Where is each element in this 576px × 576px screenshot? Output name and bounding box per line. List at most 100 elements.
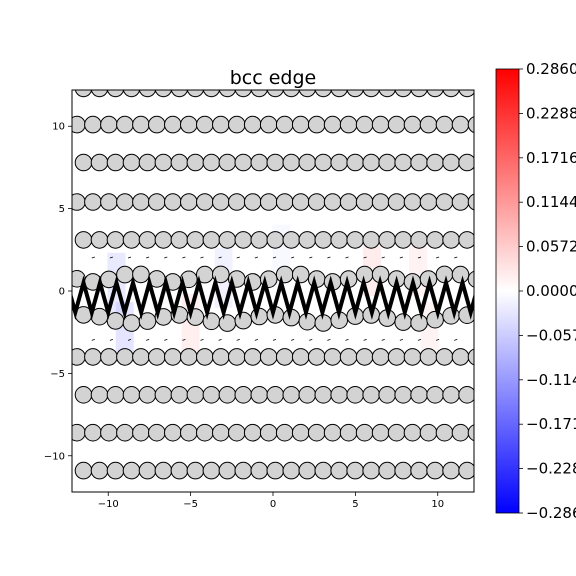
colorbar-tick-label: −0.2860: [526, 504, 576, 522]
displacement-mark: [435, 339, 440, 341]
atom: [154, 90, 173, 98]
atom: [116, 193, 134, 211]
atom: [378, 386, 397, 404]
atom: [410, 231, 428, 249]
atom: [90, 461, 109, 480]
atom: [307, 423, 326, 442]
atom: [266, 461, 285, 480]
atom: [291, 115, 310, 134]
atom: [250, 386, 269, 404]
atom: [180, 423, 198, 442]
displacement-mark: [345, 339, 349, 341]
atom: [442, 90, 460, 98]
atom: [346, 386, 365, 404]
displacement-mark: [309, 339, 313, 341]
atom: [148, 193, 166, 211]
atom: [419, 193, 438, 211]
x-axis-ticks: −10 −5 0 5 10: [98, 492, 444, 510]
displacement-mark: [272, 256, 277, 259]
atom: [346, 231, 365, 249]
atom: [122, 314, 141, 332]
atom: [250, 461, 269, 480]
atom: [475, 462, 492, 479]
atom: [330, 153, 349, 172]
atom: [100, 115, 118, 134]
atom: [355, 423, 374, 442]
atom: [403, 193, 422, 211]
colorbar-ticks: 0.2860 0.2288 0.1716 0.1144 0.0572 0.0000 −0.0…: [519, 60, 576, 522]
atom: [180, 193, 198, 211]
atom: [387, 115, 406, 134]
atom: [458, 231, 474, 249]
atom: [458, 153, 474, 172]
atom: [362, 153, 381, 172]
atom: [106, 312, 125, 330]
atom: [148, 348, 166, 366]
atom: [74, 461, 93, 480]
colorbar: [495, 68, 520, 514]
colorbar-tick-label: −0.0572: [526, 326, 576, 344]
displacement-mark: [164, 339, 168, 341]
atom: [84, 348, 102, 366]
atom-layer: [72, 90, 492, 480]
atom: [330, 231, 349, 249]
atom: [122, 90, 141, 98]
displacement-mark: [91, 339, 95, 341]
atom: [243, 193, 262, 211]
displacement-mark: [182, 339, 186, 341]
displacement-mark: [327, 256, 331, 259]
atom: [234, 386, 253, 404]
atom: [116, 265, 134, 284]
atom: [451, 193, 470, 211]
atom: [442, 231, 460, 249]
atom: [228, 348, 246, 366]
atom: [259, 115, 278, 134]
atom: [371, 348, 390, 366]
atom: [154, 153, 173, 172]
atom: [100, 193, 118, 211]
atom: [202, 153, 221, 172]
atom: [298, 312, 317, 331]
atom: [138, 153, 157, 172]
atom: [346, 461, 365, 480]
atom: [218, 153, 237, 172]
displacement-mark: [417, 256, 422, 259]
displacement-mark: [200, 256, 204, 259]
atom: [339, 348, 358, 366]
atom: [212, 348, 230, 366]
atom: [170, 153, 189, 172]
displacement-mark: [236, 339, 240, 341]
atom: [371, 193, 390, 211]
atom: [186, 231, 205, 249]
displacement-mark: [272, 339, 277, 341]
atom: [164, 115, 182, 134]
atom: [314, 231, 333, 249]
atom: [218, 386, 237, 404]
atom: [419, 423, 438, 442]
displacement-mark: [381, 339, 385, 341]
atom: [266, 90, 284, 98]
atom: [90, 153, 109, 172]
atom: [138, 386, 157, 404]
atom: [138, 231, 157, 249]
displacement-mark: [109, 339, 114, 341]
atom: [403, 348, 422, 366]
y-tick-label: 10: [52, 122, 65, 133]
atom: [228, 193, 246, 211]
atom: [435, 348, 454, 366]
displacement-mark: [454, 256, 458, 259]
atom: [387, 193, 406, 211]
displacement-mark: [109, 256, 114, 259]
y-tick-label: 5: [59, 204, 65, 215]
atom: [410, 314, 428, 332]
atom: [186, 386, 205, 404]
atom: [371, 115, 390, 134]
atom: [164, 193, 182, 211]
atom: [234, 311, 253, 330]
atom: [84, 115, 102, 134]
atom: [467, 270, 474, 288]
atom: [330, 386, 349, 404]
colorbar-tick-label: −0.1144: [526, 371, 576, 389]
atom: [419, 115, 438, 134]
atom: [186, 90, 205, 98]
